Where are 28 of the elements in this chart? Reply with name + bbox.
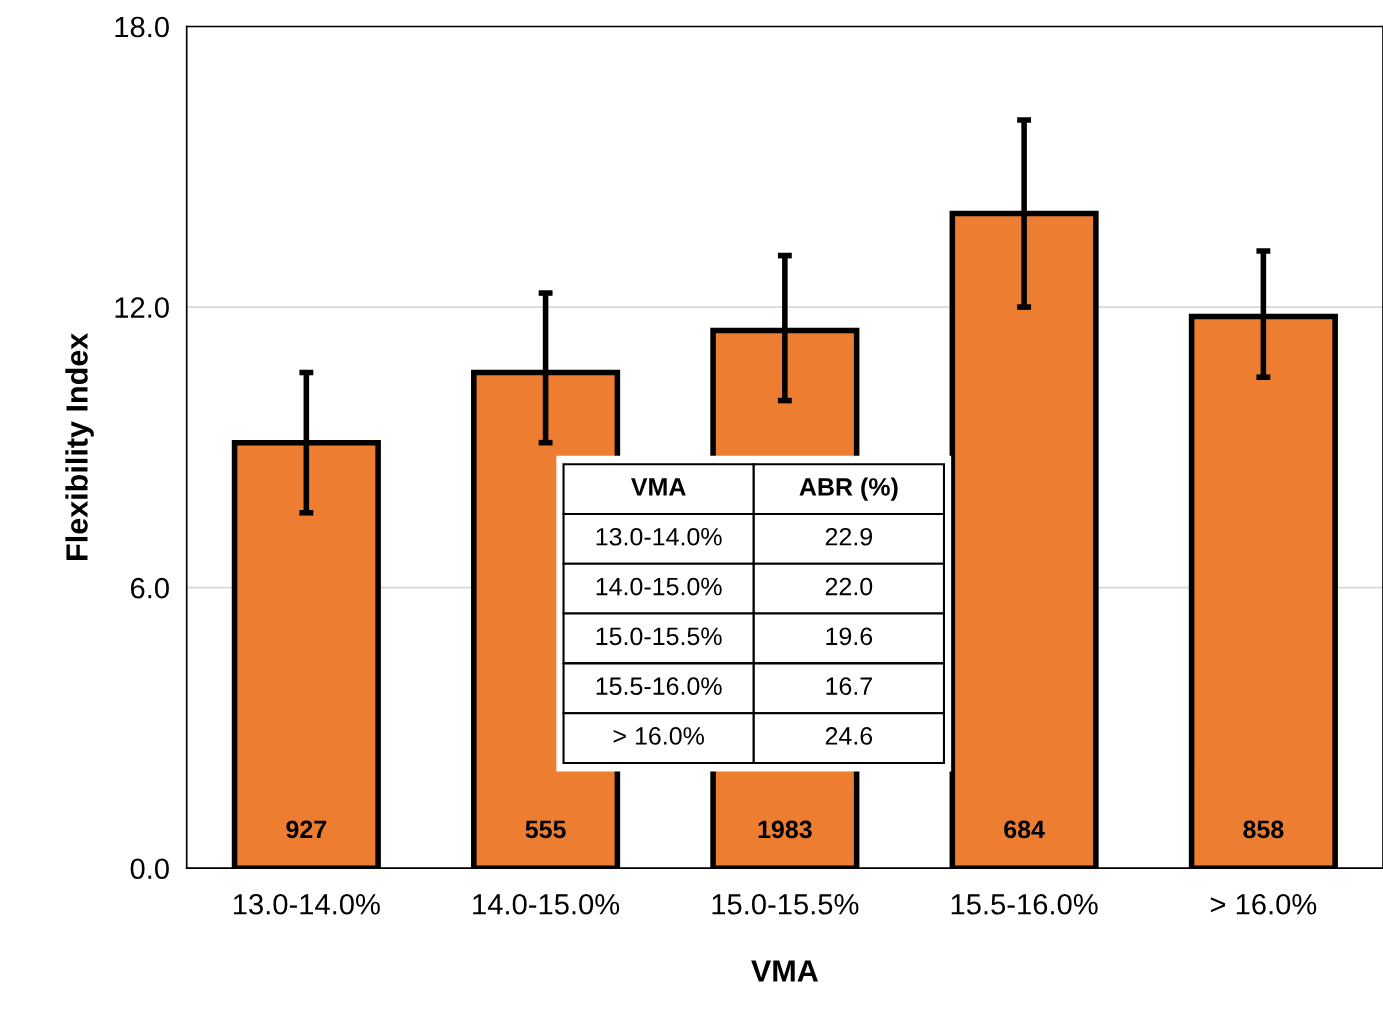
annotation: 22.9	[825, 527, 872, 546]
x-tick-label: 15.0-15.5%	[712, 893, 859, 915]
annotation: > 16.0%	[613, 727, 704, 745]
x-tick-label: 13.0-14.0%	[233, 893, 380, 915]
y-tick-label: 6.0	[130, 577, 169, 599]
x-tick-label: > 16.0%	[1210, 893, 1317, 915]
annotation: 24.6	[825, 727, 873, 745]
annotation: 684	[1004, 820, 1045, 839]
annotation: 16.7	[826, 677, 872, 695]
annotation: 13.0-14.0%	[596, 527, 722, 546]
y-tick-label: 0.0	[130, 858, 169, 880]
y-axis-title: Flexibility Index	[65, 332, 94, 560]
y-tick-label: 18.0	[115, 16, 169, 38]
annotation: 14.0-15.0%	[596, 577, 722, 596]
annotation: 858	[1243, 820, 1284, 839]
annotation: 927	[286, 820, 327, 839]
annotation: VMA	[631, 478, 686, 496]
annotation: 15.0-15.5%	[596, 627, 722, 646]
x-tick-label: 15.5-16.0%	[951, 893, 1098, 915]
annotation: 555	[525, 820, 566, 839]
x-axis-title: VMA	[751, 960, 818, 982]
y-tick-label: 12.0	[115, 297, 169, 318]
annotation: 22.0	[825, 577, 873, 596]
annotation: 19.6	[826, 627, 873, 646]
annotation: 1983	[758, 820, 812, 839]
x-tick-label: 14.0-15.0%	[473, 893, 620, 915]
annotation: ABR (%)	[799, 477, 898, 501]
annotation: 15.5-16.0%	[596, 677, 722, 695]
